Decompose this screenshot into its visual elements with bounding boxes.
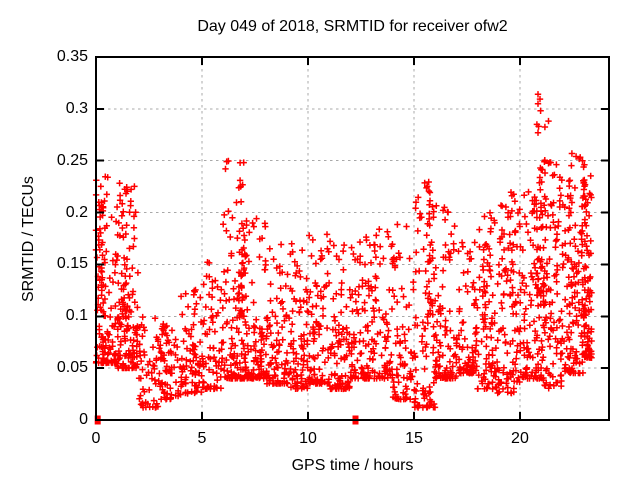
x-tick-label: 10 <box>299 430 317 447</box>
y-tick-label: 0.35 <box>56 48 88 65</box>
x-axis-label: GPS time / hours <box>291 457 414 474</box>
x-tick-label: 15 <box>405 430 423 447</box>
y-tick-label: 0.1 <box>65 307 88 325</box>
y-axis-label: SRMTID / TECUs <box>20 176 37 302</box>
x-tick-label: 0 <box>91 430 101 447</box>
y-tick-label: 0.05 <box>56 359 88 377</box>
x-tick-label: 5 <box>197 430 207 447</box>
y-tick-label: 0.15 <box>56 255 88 273</box>
y-tick-label: 0.2 <box>65 203 88 221</box>
chart-title: Day 049 of 2018, SRMTID for receiver ofw… <box>197 18 508 35</box>
y-tick-label: 0 <box>79 411 88 428</box>
y-tick-label: 0.3 <box>65 99 88 117</box>
y-tick-label: 0.25 <box>56 151 88 169</box>
x-tick-label: 20 <box>511 430 529 447</box>
plot-border-and-ticks <box>95 56 610 421</box>
